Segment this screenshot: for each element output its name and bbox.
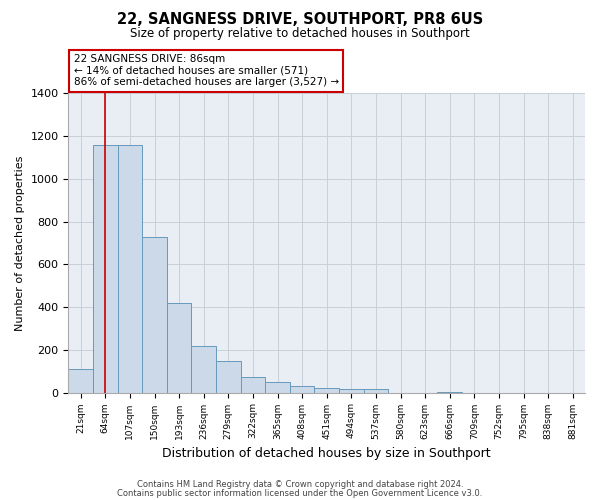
Bar: [364, 390, 388, 392]
Text: 22 SANGNESS DRIVE: 86sqm
← 14% of detached houses are smaller (571)
86% of semi-: 22 SANGNESS DRIVE: 86sqm ← 14% of detach…: [74, 54, 338, 88]
Text: Contains HM Land Registry data © Crown copyright and database right 2024.: Contains HM Land Registry data © Crown c…: [137, 480, 463, 489]
Bar: [118, 144, 142, 392]
Text: 22, SANGNESS DRIVE, SOUTHPORT, PR8 6US: 22, SANGNESS DRIVE, SOUTHPORT, PR8 6US: [117, 12, 483, 28]
X-axis label: Distribution of detached houses by size in Southport: Distribution of detached houses by size …: [163, 447, 491, 460]
Bar: [93, 144, 118, 392]
Text: Contains public sector information licensed under the Open Government Licence v3: Contains public sector information licen…: [118, 488, 482, 498]
Bar: [241, 376, 265, 392]
Bar: [68, 370, 93, 392]
Bar: [142, 236, 167, 392]
Bar: [265, 382, 290, 392]
Bar: [191, 346, 216, 393]
Bar: [167, 303, 191, 392]
Bar: [216, 360, 241, 392]
Bar: [290, 386, 314, 392]
Y-axis label: Number of detached properties: Number of detached properties: [15, 156, 25, 330]
Bar: [314, 388, 339, 392]
Bar: [339, 390, 364, 392]
Text: Size of property relative to detached houses in Southport: Size of property relative to detached ho…: [130, 28, 470, 40]
